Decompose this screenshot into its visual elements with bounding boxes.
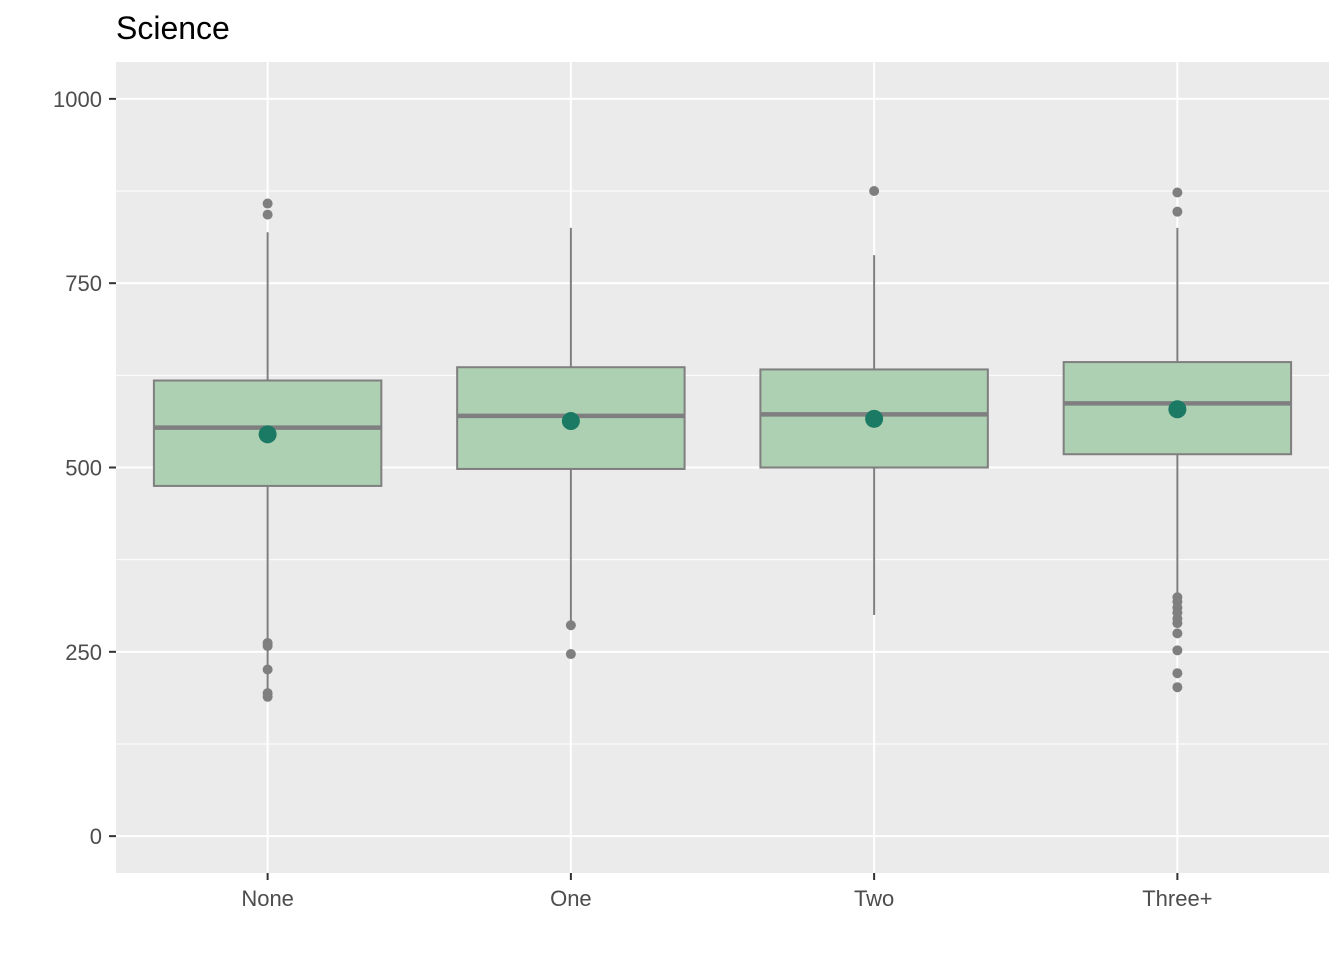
outlier-point <box>1172 187 1183 198</box>
x-tick-label: Two <box>854 886 894 911</box>
outlier-point <box>1172 618 1183 629</box>
x-axis: None One Two Three+ <box>241 873 1213 911</box>
outlier-point <box>262 198 273 209</box>
outlier-point <box>1172 668 1183 679</box>
x-tick-label: Three+ <box>1142 886 1212 911</box>
mean-point <box>1168 400 1187 419</box>
x-tick-label: One <box>550 886 592 911</box>
chart-title: Science <box>116 10 230 46</box>
outlier-point <box>262 691 273 702</box>
outlier-point <box>1172 206 1183 217</box>
x-tick-label: None <box>241 886 294 911</box>
y-tick-label: 1000 <box>53 87 102 112</box>
mean-point <box>258 425 277 444</box>
box-group-two <box>759 186 989 615</box>
mean-point <box>865 409 884 428</box>
outlier-point <box>1172 628 1183 639</box>
y-tick-label: 0 <box>90 824 102 849</box>
y-axis: 0 250 500 750 1000 <box>53 87 116 849</box>
outlier-point <box>869 186 880 197</box>
y-tick-label: 250 <box>65 640 102 665</box>
outlier-point <box>262 640 273 651</box>
box-group-none <box>152 198 383 702</box>
mean-point <box>561 412 580 431</box>
outlier-point <box>262 664 273 675</box>
outlier-point <box>1172 645 1183 656</box>
box-group-three <box>1062 187 1293 693</box>
outlier-point <box>262 209 273 220</box>
y-tick-label: 500 <box>65 456 102 481</box>
outlier-point <box>565 649 576 660</box>
box-group-one <box>456 227 686 660</box>
boxes-layer <box>152 186 1293 702</box>
outlier-point <box>1172 682 1183 693</box>
outlier-point <box>565 620 576 631</box>
y-tick-label: 750 <box>65 271 102 296</box>
